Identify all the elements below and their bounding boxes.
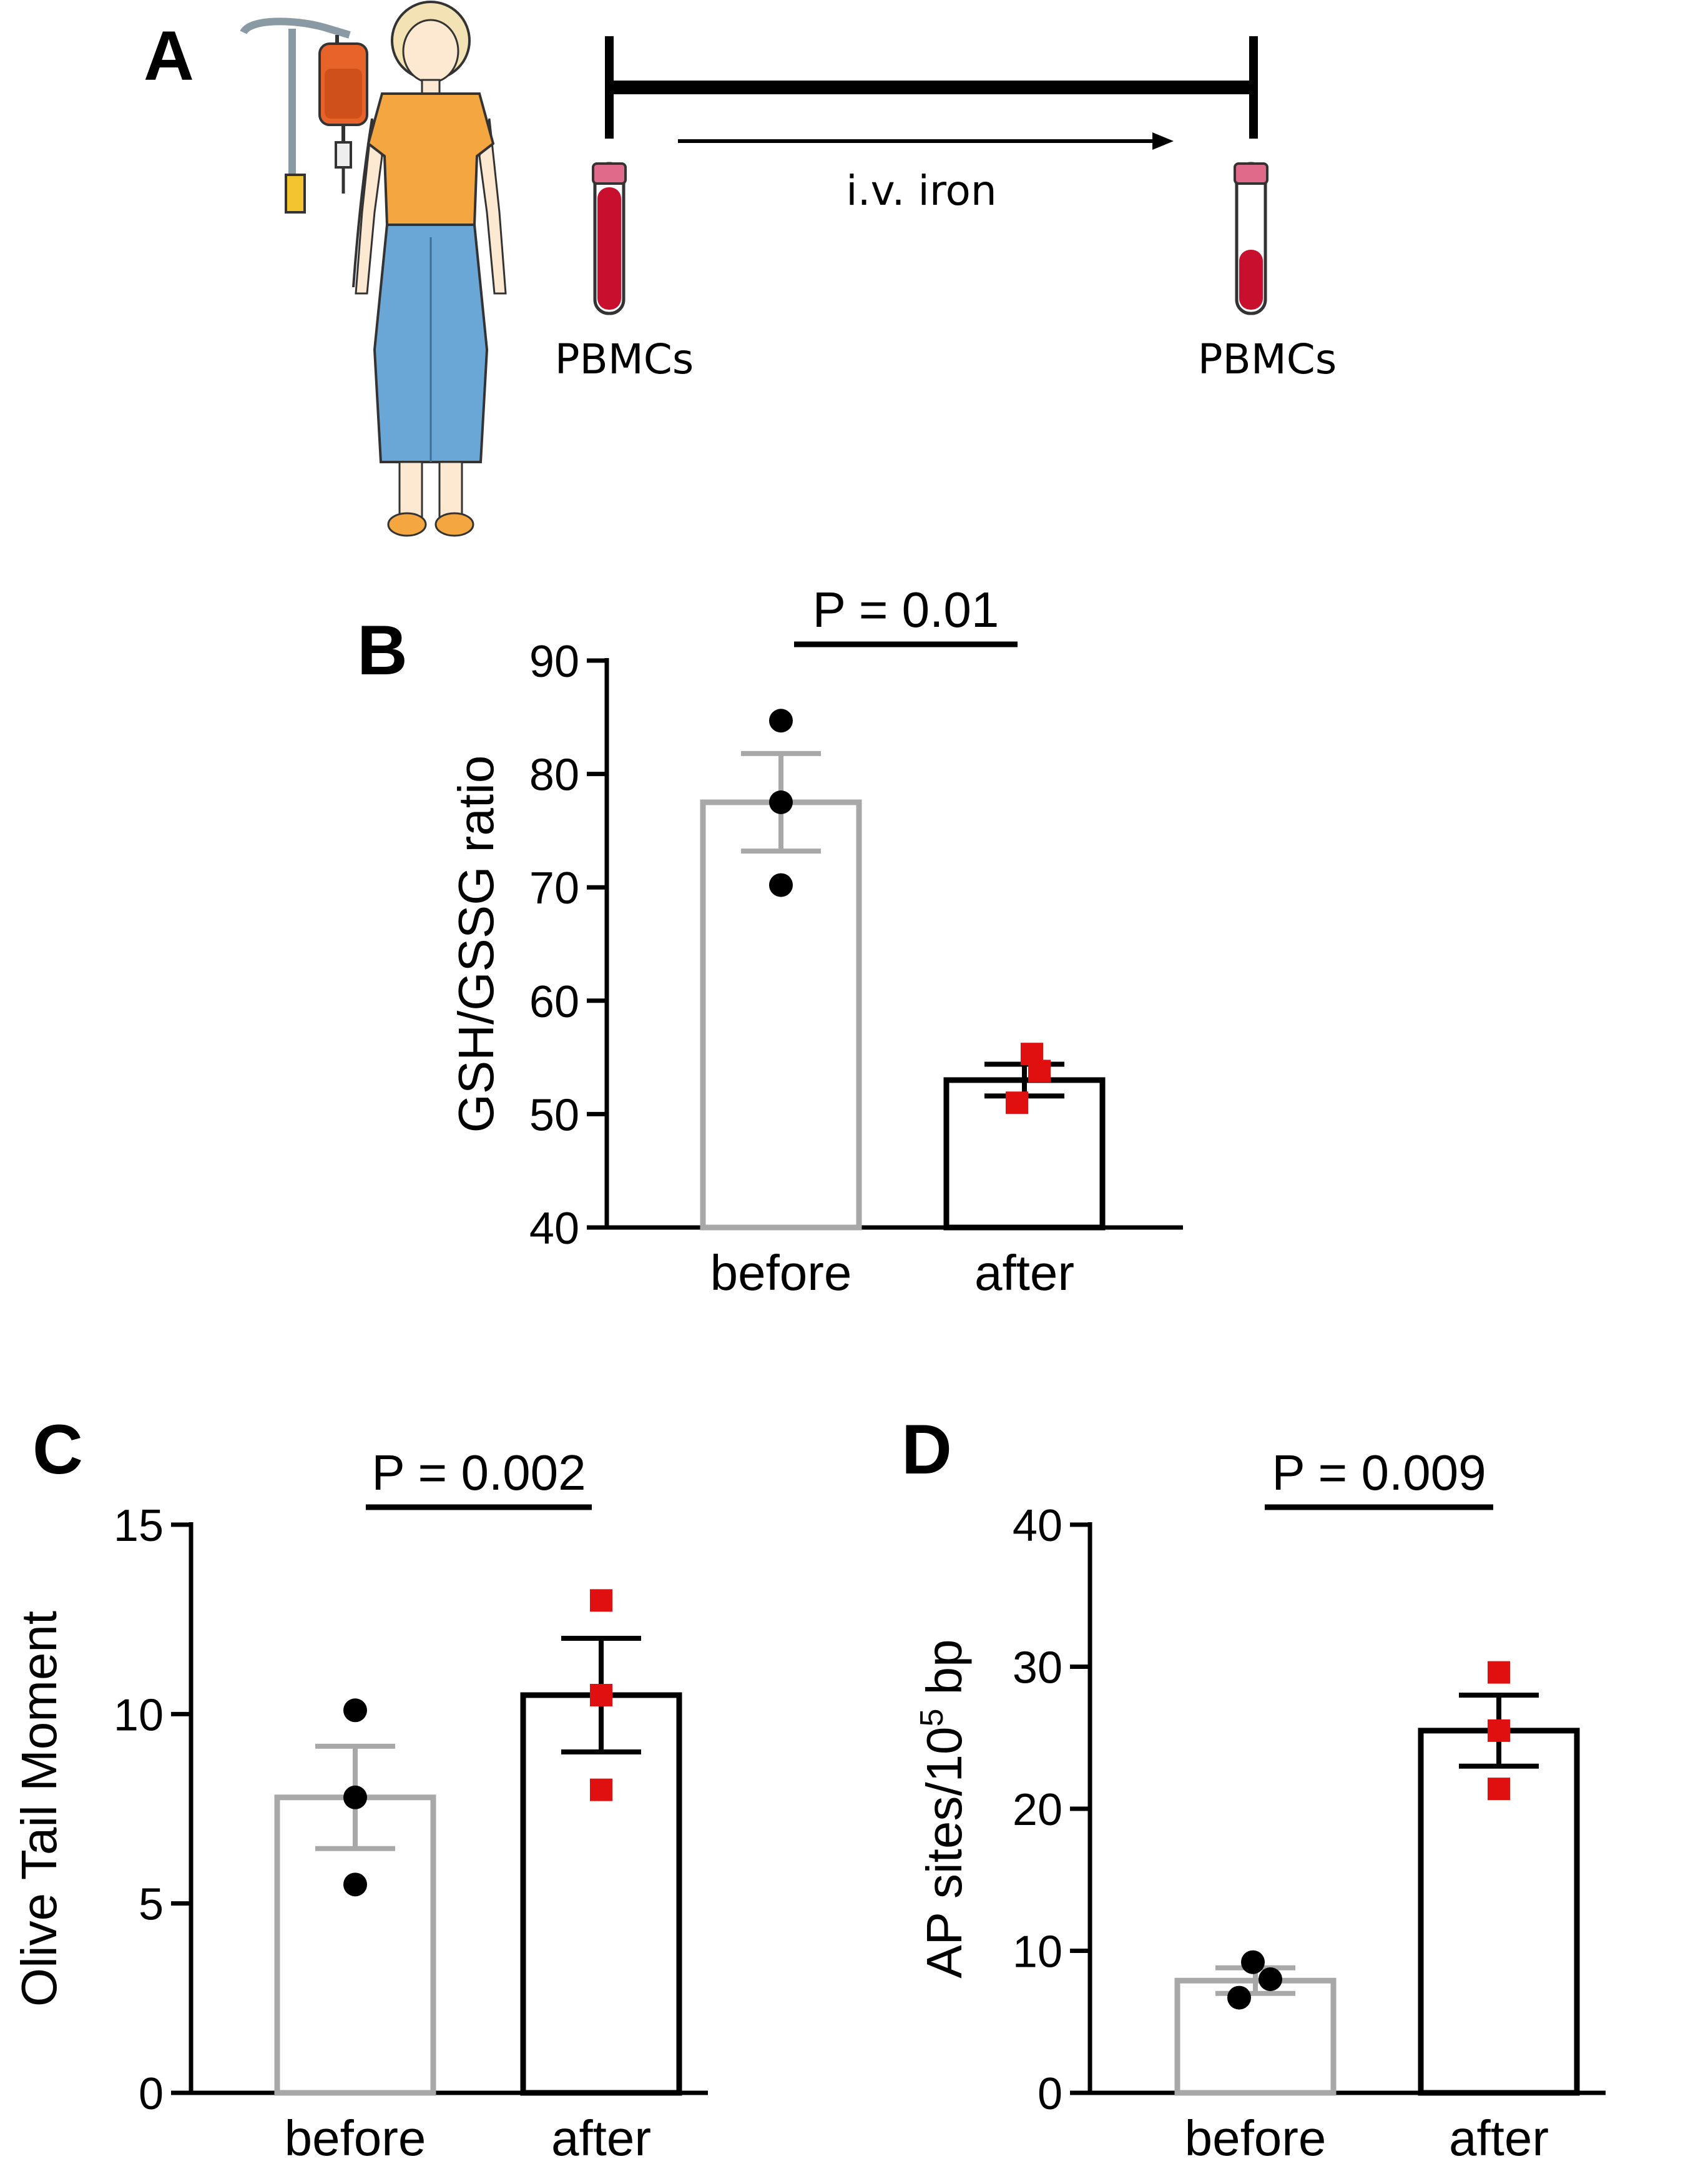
blood-tube-after	[1234, 162, 1268, 315]
y-tick-label-d: 0	[1038, 2069, 1062, 2119]
data-point-before-b	[769, 709, 793, 733]
blood-tube-before	[592, 162, 627, 315]
y-axis-title-c: Olive Tail Moment	[11, 1611, 67, 2007]
category-label-before-c: before	[285, 2110, 426, 2166]
data-point-before-d	[1227, 1985, 1251, 2010]
category-label-after-d: after	[1449, 2110, 1549, 2166]
p-value-label-b: P = 0.01	[813, 582, 999, 637]
bar-before-d	[1174, 1977, 1337, 2096]
bar-before-b	[700, 799, 862, 1231]
y-tick-label-d: 10	[1013, 1927, 1062, 1977]
data-point-after-c	[590, 1778, 612, 1801]
y-tick-label-b: 40	[529, 1204, 579, 1254]
data-point-before-d	[1259, 1967, 1282, 1991]
y-tick-label-b: 50	[529, 1090, 579, 1140]
y-tick-label-c: 10	[114, 1690, 164, 1740]
patient-illustration	[352, 1, 507, 537]
treatment-label: i.v. iron	[846, 167, 996, 215]
iv-drip-illustration	[240, 17, 368, 214]
data-point-before-b	[769, 873, 793, 897]
bar-after-c	[520, 1692, 682, 2096]
data-point-after-c	[590, 1684, 612, 1706]
data-point-before-d	[1241, 1950, 1265, 1974]
y-tick-label-d: 20	[1013, 1785, 1062, 1835]
p-value-label-c: P = 0.002	[371, 1445, 586, 1500]
y-tick-label-b: 80	[529, 750, 579, 800]
data-point-after-b	[1006, 1091, 1028, 1114]
panel-b-letter: B	[357, 611, 408, 689]
panel-d-letter: D	[901, 1410, 952, 1488]
panel-a-schematic: A	[144, 1, 1337, 537]
treatment-arrow	[678, 132, 1174, 150]
data-point-before-c	[343, 1785, 367, 1809]
shirt	[366, 92, 495, 226]
y-tick-label-b: 70	[529, 863, 579, 913]
chart-panel-d: D 0 10 20 30 40 AP sites/105 bp before after P =…	[901, 1410, 1606, 2166]
pbmcs-label-after: PBMCs	[1198, 335, 1337, 383]
data-point-before-c	[343, 1872, 367, 1897]
y-tick-label-d: 30	[1013, 1643, 1062, 1693]
y-tick-label-c: 5	[139, 1880, 164, 1930]
p-value-label-d: P = 0.009	[1272, 1445, 1486, 1500]
category-label-after-b: after	[974, 1245, 1074, 1301]
panel-c-letter: C	[32, 1410, 83, 1488]
category-label-after-c: after	[551, 2110, 651, 2166]
y-tick-label-b: 90	[529, 637, 579, 687]
data-point-after-d	[1488, 1719, 1510, 1742]
y-tick-label-d: 40	[1013, 1501, 1062, 1551]
data-point-after-d	[1488, 1778, 1510, 1801]
category-label-before-d: before	[1185, 2110, 1327, 2166]
y-axis-title-b: GSH/GSSG ratio	[448, 755, 504, 1133]
y-tick-label-c: 15	[114, 1501, 164, 1551]
y-axis-title-d: AP sites/105 bp	[914, 1639, 972, 1978]
chart-panel-b: B 40 50 60 70 80 90 GSH/GSSG ratio before after P…	[357, 582, 1183, 1301]
data-point-before-b	[769, 790, 793, 814]
category-label-before-b: before	[710, 1245, 852, 1301]
data-point-before-c	[343, 1698, 367, 1723]
chart-panel-c: C 0 5 10 15 Olive Tail Moment before after P = …	[11, 1410, 708, 2166]
y-tick-label-c: 0	[139, 2069, 164, 2119]
y-tick-label-b: 60	[529, 977, 579, 1027]
data-point-after-d	[1488, 1661, 1510, 1684]
panel-a-letter: A	[144, 17, 194, 95]
pbmcs-label-before: PBMCs	[555, 335, 694, 383]
data-point-after-b	[1028, 1060, 1051, 1083]
data-point-after-c	[590, 1589, 612, 1612]
